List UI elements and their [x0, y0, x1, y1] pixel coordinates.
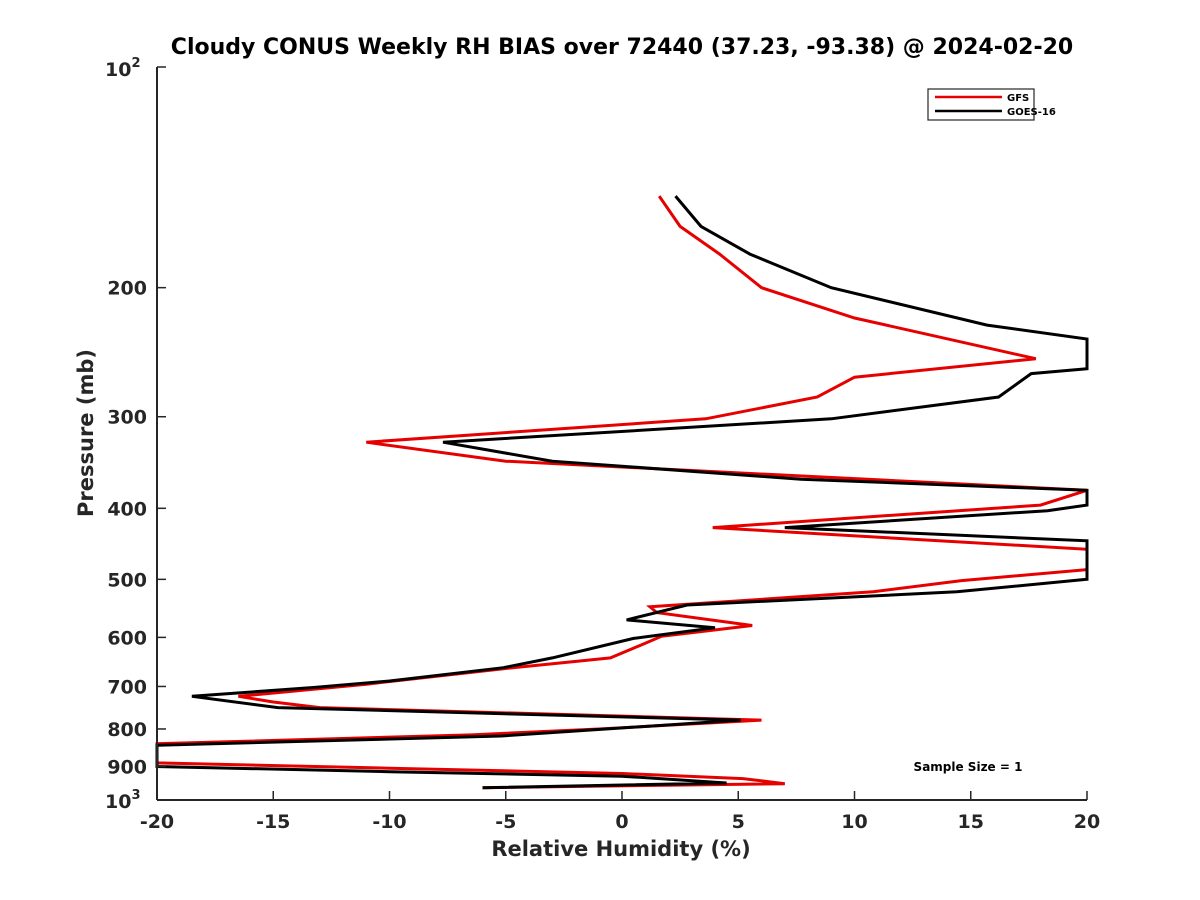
x-tick-label: -5	[495, 811, 516, 833]
y-tick-label: 300	[107, 407, 147, 429]
y-tick-label: 800	[107, 719, 147, 741]
legend-label-goes16: GOES-16	[1007, 107, 1056, 118]
x-tick-label: -20	[140, 811, 174, 833]
x-tick-label: 20	[1074, 811, 1100, 833]
y-tick-label: 200	[107, 278, 147, 300]
ticks-layer: -20 -15 -10 -5 0 5 10 15 20 200 300 400 500 600 700 800…	[107, 66, 1100, 833]
y-tick-label: 600	[107, 627, 147, 649]
plot-area	[157, 67, 1087, 800]
x-tick-label: 15	[958, 811, 984, 833]
y-tick-label: 900	[107, 756, 147, 778]
y-axis-label: Pressure (mb)	[74, 349, 98, 517]
y-tick-label-bottom: 103	[105, 788, 141, 813]
y-tick-bottom-exp: 3	[131, 788, 140, 803]
x-tick-label: 10	[841, 811, 867, 833]
y-tick-label: 500	[107, 569, 147, 591]
legend-box	[927, 88, 1035, 121]
series-layer	[155, 195, 1089, 790]
y-tick-bottom-base: 10	[105, 791, 131, 813]
y-tick-label-top: 102	[105, 56, 141, 81]
y-tick-top-base: 10	[105, 59, 131, 81]
x-tick-label: -15	[256, 811, 290, 833]
y-tick-label: 700	[107, 676, 147, 698]
y-tick-label: 400	[107, 498, 147, 520]
y-tick-top-exp: 2	[131, 56, 140, 71]
series-line-goes16	[155, 195, 1089, 790]
sample-size-annotation: Sample Size = 1	[914, 760, 1023, 774]
x-tick-label: 0	[615, 811, 628, 833]
x-tick-label: -10	[372, 811, 406, 833]
x-axis-label: Relative Humidity (%)	[491, 837, 750, 861]
chart-title: Cloudy CONUS Weekly RH BIAS over 72440 (…	[171, 35, 1073, 60]
x-tick-label: 5	[732, 811, 745, 833]
legend: GFS GOES-16	[927, 88, 1056, 121]
legend-label-gfs: GFS	[1007, 93, 1029, 104]
